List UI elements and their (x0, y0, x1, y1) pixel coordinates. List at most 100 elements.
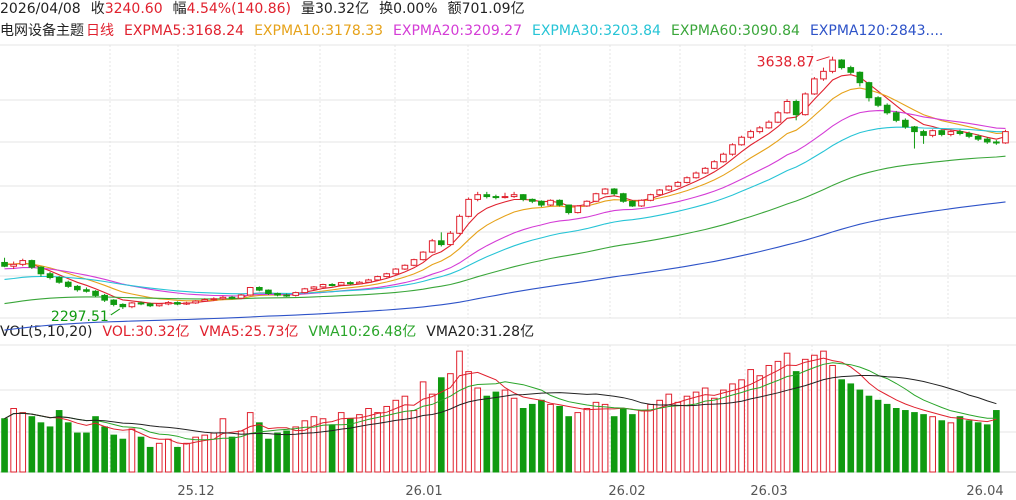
candle-body-58 (528, 198, 536, 202)
volume-bar-90 (820, 350, 827, 473)
candle-body-1 (10, 263, 17, 267)
volume-bar-31 (283, 430, 290, 473)
volume-bar-34 (310, 416, 318, 473)
candle-body-77 (701, 167, 709, 174)
volume-bar-4 (37, 422, 45, 473)
high-annotation: 3638.87 (757, 55, 815, 71)
volume-bar-89 (811, 354, 818, 473)
volume-bar-98 (892, 408, 900, 473)
low-marker-line (110, 308, 121, 316)
turnover-label: 换 (379, 1, 394, 17)
candle-body-52 (474, 194, 482, 200)
candle-body-93 (847, 67, 855, 73)
volume-bar-97 (883, 403, 891, 473)
volume-bar-109 (993, 410, 1000, 473)
candle-body-11 (101, 294, 108, 301)
volume-bar-73 (665, 393, 673, 473)
candle-body-16 (146, 303, 154, 307)
candle-body-88 (801, 93, 809, 116)
candle-body-67 (610, 188, 618, 195)
candle-body-19 (174, 302, 181, 305)
candle-body-28 (256, 286, 263, 291)
volume-bar-71 (647, 403, 654, 473)
volume-bar-83 (756, 375, 764, 473)
volume-bar-6 (55, 410, 63, 473)
volume-bar-39 (356, 414, 363, 473)
volume-bar-63 (574, 412, 582, 473)
candle-body-27 (246, 286, 254, 296)
volume-bar-87 (792, 371, 800, 473)
volume-bar-27 (246, 412, 254, 473)
candle-body-15 (137, 302, 145, 305)
volume-bar-77 (701, 387, 709, 473)
candle-body-7 (64, 281, 72, 287)
candle-body-65 (592, 193, 600, 202)
volume-bar-57 (519, 408, 527, 473)
amount-label: 额 (447, 1, 462, 17)
candle-body-6 (55, 277, 63, 283)
vma-line-20 (4, 375, 997, 436)
candle-body-10 (92, 290, 99, 296)
volume-bar-107 (974, 422, 982, 473)
close-value: 3240.60 (104, 1, 163, 17)
volume-bar-14 (128, 428, 136, 473)
candle-body-71 (647, 194, 654, 201)
candle-body-30 (274, 293, 281, 296)
vma-line-5 (4, 357, 997, 445)
close-label: 收 (90, 1, 105, 17)
volume-bar-30 (274, 432, 281, 473)
volume-bar-58 (528, 403, 536, 473)
change-value: 4.54%(140.86) (186, 1, 291, 17)
amount-value: 701.09亿 (461, 1, 525, 17)
volume-bar-37 (337, 412, 345, 473)
volume-bar-60 (547, 403, 554, 473)
volume-bar-2 (19, 412, 27, 473)
volume-bar-100 (911, 412, 918, 473)
volume-bar-86 (783, 352, 791, 473)
expma-line-30 (4, 126, 1006, 295)
candle-body-60 (547, 199, 554, 206)
volume-bar-25 (228, 436, 236, 473)
volume-bar-99 (902, 410, 909, 473)
expma-line-60 (4, 155, 1006, 305)
candle-body-99 (902, 119, 909, 128)
candle-body-106 (965, 132, 973, 137)
candle-body-42 (383, 273, 391, 278)
quote-date: 2026/04/08 (0, 1, 81, 17)
volume-bar-9 (83, 432, 90, 473)
volume-bar-19 (174, 446, 181, 473)
candle-body-97 (883, 104, 891, 114)
volume-bar-94 (856, 389, 864, 473)
candle-body-35 (319, 283, 327, 288)
candle-body-25 (228, 296, 236, 299)
candle-body-23 (210, 298, 218, 301)
candle-body-64 (583, 200, 591, 207)
candle-body-21 (192, 300, 199, 304)
candle-body-44 (401, 264, 409, 270)
volume-bar-48 (437, 377, 445, 473)
volume-bar-61 (556, 405, 563, 473)
candle-body-26 (237, 294, 245, 299)
candle-body-107 (974, 135, 982, 140)
candle-body-66 (601, 188, 609, 195)
candle-body-46 (419, 251, 427, 261)
volume-legend-item-1: VOL:30.32亿 (102, 324, 190, 340)
volume-bar-18 (165, 438, 172, 473)
period-label[interactable]: 日线 (86, 23, 114, 39)
volume-bar-65 (592, 401, 600, 473)
candle-body-108 (983, 138, 991, 143)
volume-bar-7 (64, 422, 72, 473)
candle-body-43 (392, 268, 400, 275)
volume-bar-82 (747, 369, 754, 473)
candle-body-110 (1002, 131, 1009, 144)
expma-line-10 (4, 87, 1006, 302)
volume-bar-79 (720, 389, 727, 473)
candle-body-39 (356, 281, 363, 285)
volume-bar-49 (447, 373, 454, 473)
quote-header: 2026/04/08 收3240.60 幅4.54%(140.86) 量30.32亿换… (0, 0, 535, 18)
indicator-legend-item-3: EXPMA30:3203.84 (532, 23, 661, 39)
volume-bar-81 (738, 379, 745, 473)
volume-bar-101 (920, 414, 927, 473)
volume-bar-74 (674, 401, 682, 473)
volume-bar-29 (265, 438, 272, 473)
